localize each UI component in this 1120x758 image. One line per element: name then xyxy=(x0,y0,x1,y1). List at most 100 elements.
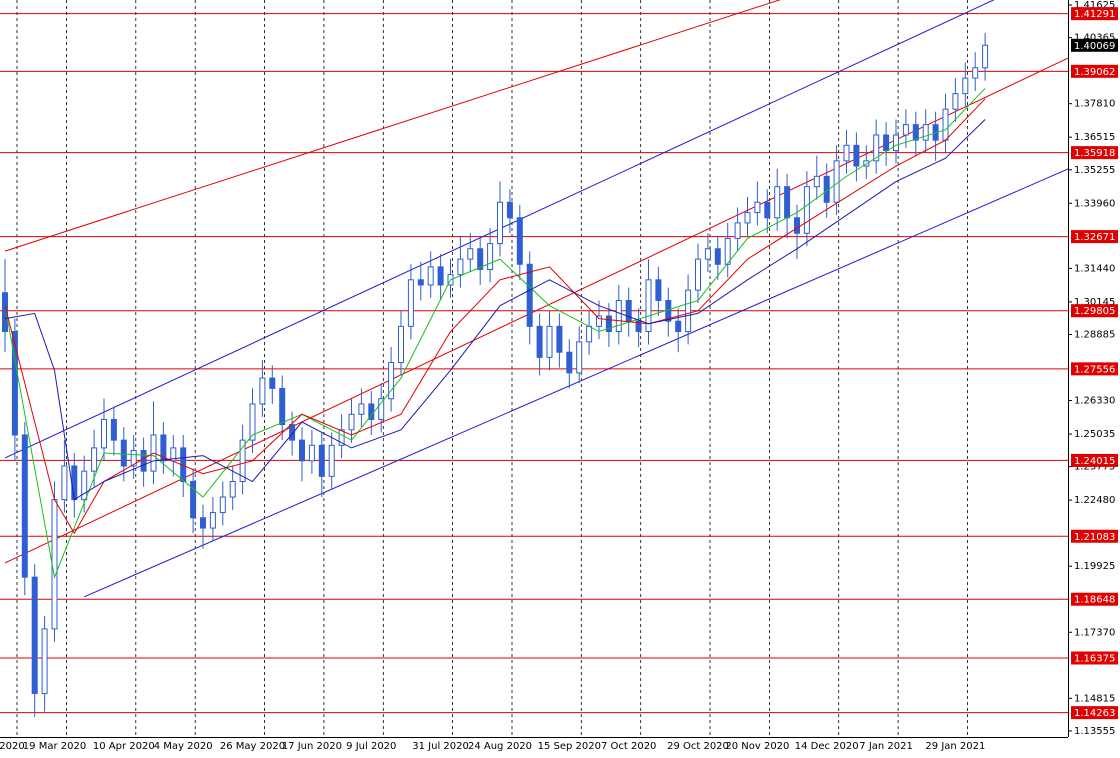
x-tick-label: 26 May 2020 xyxy=(220,741,285,752)
y-tick-label: 1.30145 xyxy=(1074,297,1115,308)
y-tick-label: 1.40365 xyxy=(1074,33,1115,44)
y-tick-label: 1.17370 xyxy=(1074,627,1115,638)
candle-body xyxy=(497,201,503,245)
level-label-box xyxy=(1071,651,1118,665)
candle-body xyxy=(813,175,820,188)
last-price-label: 1.40069 xyxy=(1074,41,1115,52)
x-tick-label: 29 Jan 2021 xyxy=(925,741,985,752)
x-tick-label: 7 Oct 2020 xyxy=(601,741,656,752)
candle-body xyxy=(407,279,414,327)
candle-body xyxy=(378,398,385,420)
x-tick-label: 31 Jul 2020 xyxy=(412,741,469,752)
candle-body xyxy=(200,517,206,529)
y-tick-label: 1.41625 xyxy=(1074,0,1115,11)
candle-body xyxy=(893,134,899,152)
candle-body xyxy=(675,320,682,333)
candle-body xyxy=(467,248,474,260)
candle-body xyxy=(704,248,711,260)
x-tick-label: 14 Dec 2020 xyxy=(795,741,859,752)
candle-body xyxy=(516,217,523,265)
x-tick-label: 15 Sep 2020 xyxy=(538,741,601,752)
level-label: 1.24015 xyxy=(1074,456,1115,467)
candle-body xyxy=(299,439,305,462)
y-tick-label: 1.22480 xyxy=(1074,495,1115,506)
candle-body xyxy=(655,279,662,301)
level-label-box xyxy=(1071,592,1118,606)
y-tick-label: 1.36515 xyxy=(1074,132,1115,143)
x-tick-label: 2020 xyxy=(0,741,25,752)
candle-body xyxy=(427,266,434,286)
x-tick-label: 4 May 2020 xyxy=(154,741,213,752)
last-price-box xyxy=(1071,38,1118,52)
x-tick-label: 29 Oct 2020 xyxy=(667,741,729,752)
candle-body xyxy=(31,576,38,695)
candle-body xyxy=(71,465,78,501)
candle-body xyxy=(912,124,919,141)
level-label: 1.39062 xyxy=(1074,67,1115,78)
candle-body xyxy=(308,444,315,462)
candle-body xyxy=(724,237,731,265)
x-tick-label: 10 Apr 2020 xyxy=(93,741,155,752)
candle-body xyxy=(645,279,652,333)
moving-average xyxy=(4,98,986,535)
candle-body xyxy=(902,124,909,136)
level-label: 1.27556 xyxy=(1074,364,1115,375)
candle-body xyxy=(546,325,553,358)
x-tick-label: 24 Aug 2020 xyxy=(468,741,532,752)
candle-body xyxy=(982,44,989,69)
candle-body xyxy=(437,266,444,286)
y-tick-label: 1.23775 xyxy=(1074,462,1115,473)
candle-body xyxy=(605,315,612,333)
y-tick-label: 1.19925 xyxy=(1074,561,1115,572)
y-tick-label: 1.31440 xyxy=(1074,263,1115,274)
candle-body xyxy=(101,418,107,449)
candle-body xyxy=(140,449,147,472)
level-label: 1.14263 xyxy=(1074,708,1115,719)
level-label: 1.32671 xyxy=(1074,232,1115,243)
trend-line xyxy=(4,0,995,459)
level-label: 1.35918 xyxy=(1074,148,1115,159)
level-label-box xyxy=(1071,64,1118,78)
candle-body xyxy=(130,449,137,467)
candle-body xyxy=(51,499,58,630)
candle-body xyxy=(239,439,246,483)
level-label: 1.16375 xyxy=(1074,653,1115,664)
candle-body xyxy=(873,134,880,162)
candle-body xyxy=(635,320,642,333)
candle-body xyxy=(259,377,266,405)
candle-body xyxy=(457,258,464,276)
candle-body xyxy=(942,108,949,141)
candle-body xyxy=(110,418,117,441)
level-label: 1.41291 xyxy=(1074,9,1115,20)
y-tick-label: 1.37810 xyxy=(1074,99,1115,110)
candle-body xyxy=(91,447,98,472)
level-label: 1.29805 xyxy=(1074,306,1115,317)
y-tick-label: 1.25035 xyxy=(1074,429,1115,440)
y-tick-label: 1.13555 xyxy=(1074,726,1115,737)
candle-body xyxy=(972,67,979,79)
candle-body xyxy=(249,403,256,441)
candle-body xyxy=(794,217,800,234)
candle-body xyxy=(952,93,959,110)
candle-body xyxy=(318,444,325,477)
level-label-box xyxy=(1071,146,1118,160)
candle-body xyxy=(596,315,602,327)
candle-body xyxy=(754,201,761,214)
y-tick-label: 1.14815 xyxy=(1074,693,1115,704)
candle-body xyxy=(2,292,8,333)
candle-body xyxy=(615,299,622,333)
candle-body xyxy=(229,481,236,498)
candle-body xyxy=(348,413,355,431)
candle-body xyxy=(21,434,28,578)
candle-body xyxy=(388,362,395,400)
x-tick-label: 17 Jun 2020 xyxy=(282,741,342,752)
level-label-box xyxy=(1071,304,1118,318)
candle-body xyxy=(398,325,404,364)
level-label-box xyxy=(1071,7,1118,21)
x-tick-label: 7 Jan 2021 xyxy=(859,741,913,752)
candle-body xyxy=(803,186,810,234)
y-tick-label: 1.35255 xyxy=(1074,165,1115,176)
candle-body xyxy=(833,160,840,203)
level-label-box xyxy=(1071,529,1118,543)
